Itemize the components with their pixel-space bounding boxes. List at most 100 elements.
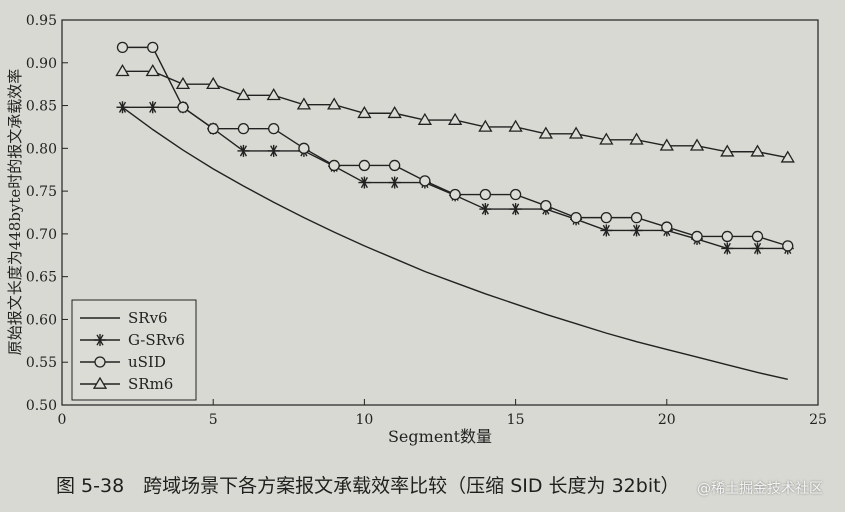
legend-entry: SRm6 <box>80 375 173 393</box>
line-chart: 0 5 10 15 20 25 0.50 0.55 0.60 0.65 0.70 0.75 0.80 0.… <box>6 13 827 446</box>
data-point-circle <box>782 240 794 252</box>
data-point-star <box>721 242 734 255</box>
data-point-circle <box>177 101 189 113</box>
data-point-circle <box>449 188 461 201</box>
legend-label: uSID <box>128 353 166 371</box>
legend-entry: G-SRv6 <box>80 331 185 349</box>
data-point-triangle <box>689 138 705 151</box>
data-point-triangle <box>92 376 108 389</box>
x-tick-label: 5 <box>209 412 218 428</box>
data-point-circle <box>94 356 106 368</box>
data-point-triangle <box>568 126 584 139</box>
data-point-star <box>146 101 159 114</box>
data-point-triangle <box>296 97 312 110</box>
data-point-star <box>388 176 401 189</box>
plot-frame <box>61 19 819 406</box>
series-srv6 <box>122 106 788 381</box>
figure-caption: 图 5-38 跨域场景下各方案报文承载效率比较（压缩 SID 长度为 32bit… <box>56 475 680 497</box>
data-point-circle <box>116 41 129 54</box>
y-axis-label: 原始报文长度为448byte时的报文承载效率 <box>6 69 24 356</box>
data-point-circle <box>691 230 703 243</box>
x-tick-label: 20 <box>658 412 676 428</box>
data-point-circle <box>600 211 612 224</box>
y-tick-label: 0.60 <box>26 312 57 328</box>
data-point-star <box>94 334 106 346</box>
data-point-triangle <box>236 88 251 101</box>
data-point-triangle <box>145 64 160 77</box>
data-point-circle <box>661 221 673 233</box>
data-point-triangle <box>750 144 765 157</box>
data-point-star <box>600 224 613 237</box>
data-point-circle <box>721 230 733 243</box>
data-point-triangle <box>720 144 735 157</box>
y-tick-label: 0.55 <box>26 355 57 371</box>
data-point-triangle <box>327 97 342 110</box>
legend-entry: SRv6 <box>80 309 168 327</box>
data-point-triangle <box>780 150 795 163</box>
y-tick-label: 0.70 <box>26 227 57 243</box>
series-usid <box>116 41 794 252</box>
y-tick-label: 0.80 <box>26 141 57 157</box>
data-point-circle <box>358 159 371 172</box>
data-point-star <box>479 203 492 216</box>
data-point-triangle <box>175 76 191 90</box>
data-point-circle <box>147 41 159 54</box>
data-point-circle <box>268 123 280 135</box>
data-point-circle <box>540 200 552 212</box>
data-point-triangle <box>659 138 674 151</box>
data-point-triangle <box>538 126 553 139</box>
data-point-triangle <box>387 105 402 119</box>
data-point-triangle <box>478 119 493 132</box>
data-point-triangle <box>629 132 644 145</box>
x-tick-label: 10 <box>355 412 373 428</box>
data-point-circle <box>388 159 401 172</box>
data-point-triangle <box>115 64 130 77</box>
data-point-circle <box>509 188 522 201</box>
data-point-triangle <box>447 112 463 125</box>
data-point-star <box>630 224 643 237</box>
data-point-triangle <box>357 105 372 119</box>
data-point-star <box>237 144 250 157</box>
series-layer <box>115 41 795 381</box>
data-point-star <box>751 242 764 255</box>
data-point-circle <box>570 211 582 224</box>
data-point-triangle <box>508 119 523 132</box>
y-tick-label: 0.65 <box>26 270 57 286</box>
data-point-star <box>358 176 371 189</box>
data-point-circle <box>630 211 643 224</box>
data-point-circle <box>479 188 492 201</box>
x-tick-label: 0 <box>58 412 67 428</box>
x-tick-label: 15 <box>507 412 525 428</box>
data-point-circle <box>237 123 250 135</box>
x-axis-label: Segment数量 <box>388 427 492 446</box>
data-point-triangle <box>266 88 281 101</box>
data-point-star <box>116 101 129 114</box>
data-point-star <box>267 144 280 157</box>
legend-label: G-SRv6 <box>128 331 185 349</box>
legend-entry: uSID <box>80 353 166 371</box>
data-point-circle <box>328 159 340 172</box>
data-point-triangle <box>206 76 221 90</box>
data-point-triangle <box>417 112 433 125</box>
data-point-circle <box>207 123 219 135</box>
legend-label: SRv6 <box>128 309 168 327</box>
y-tick-label: 0.75 <box>26 184 57 200</box>
axis-ticks: 0 5 10 15 20 25 0.50 0.55 0.60 0.65 0.70 0.75 0.80 0.… <box>26 13 827 428</box>
x-tick-label: 25 <box>809 412 827 428</box>
series-line <box>122 106 788 381</box>
data-point-circle <box>419 175 431 187</box>
data-point-circle <box>298 142 310 154</box>
y-tick-label: 0.95 <box>26 13 57 29</box>
watermark: @稀土掘金技术社区 <box>697 481 823 497</box>
data-point-circle <box>751 230 764 243</box>
series-line <box>122 46 788 247</box>
y-tick-label: 0.90 <box>26 56 57 72</box>
legend: SRv6 G-SRv6 uSID SRm6 <box>71 299 197 401</box>
data-point-triangle <box>599 132 614 145</box>
y-tick-label: 0.85 <box>26 99 57 115</box>
series-srm6 <box>115 64 795 163</box>
y-tick-label: 0.50 <box>26 398 57 414</box>
legend-label: SRm6 <box>128 375 173 393</box>
data-point-star <box>509 203 522 216</box>
